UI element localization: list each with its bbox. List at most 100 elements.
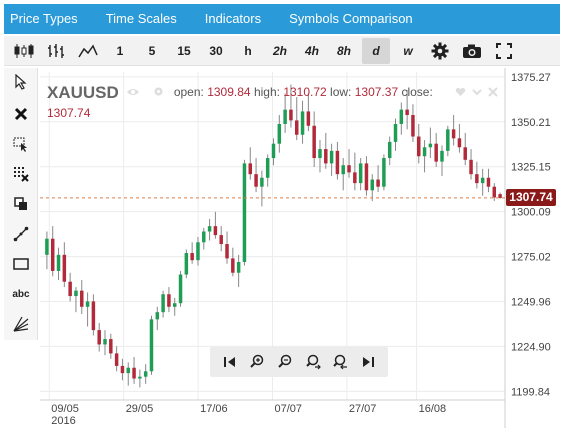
candle-body — [294, 120, 299, 135]
y-tick-label: 1300.09 — [511, 207, 551, 219]
close-icon[interactable] — [4, 100, 38, 128]
y-tick-label: 1275.02 — [511, 252, 551, 264]
clone-icon[interactable] — [4, 190, 38, 218]
candle-body — [68, 281, 72, 297]
candle-body — [370, 179, 375, 191]
zoom-in-icon[interactable] — [246, 351, 268, 373]
menu-bar: Price Types Time Scales Indicators Symbo… — [4, 4, 560, 34]
candle-body — [324, 149, 328, 164]
line-chart-icon[interactable] — [74, 38, 102, 64]
ohlc-bars-icon[interactable] — [42, 38, 70, 64]
chevron-down-icon[interactable] — [472, 86, 482, 100]
candle-body — [74, 290, 78, 297]
candle-body — [91, 301, 96, 331]
candle-body — [341, 165, 345, 175]
text-icon[interactable]: abc — [4, 280, 38, 308]
candle-body — [56, 254, 61, 271]
symbol-info: XAUUSD open: 1309.84 high: 1310.72 low: … — [47, 83, 433, 103]
symbol-name: XAUUSD — [47, 83, 119, 102]
candle-body — [358, 163, 363, 184]
rectangle-icon[interactable] — [4, 250, 38, 278]
open-label: open: — [173, 85, 204, 100]
close-icon[interactable] — [488, 86, 498, 100]
menu-price-types[interactable]: Price Types — [10, 11, 78, 26]
timeframe-d[interactable]: d — [362, 37, 390, 64]
candle-body — [283, 109, 287, 124]
candle-body — [364, 163, 369, 191]
candle-body — [417, 136, 421, 157]
candle-body — [242, 163, 247, 262]
candle-body — [149, 319, 154, 372]
candle-body — [376, 179, 380, 187]
zoom-out-icon[interactable] — [274, 351, 296, 373]
timeframe-30[interactable]: 30 — [209, 43, 223, 58]
delete-drawings-icon[interactable] — [4, 160, 38, 188]
toolbar: 1 5 15 30 h 2h 4h 8h d w — [4, 36, 560, 66]
candle-body — [457, 138, 462, 148]
candle-body — [80, 290, 84, 307]
timeframe-4h[interactable]: 4h — [304, 43, 319, 58]
timeframe-1[interactable]: 1 — [116, 43, 124, 58]
timeframe-5[interactable]: 5 — [148, 43, 156, 58]
settings-small-icon[interactable] — [153, 86, 164, 100]
candle-body — [219, 235, 223, 245]
gear-icon[interactable] — [426, 38, 454, 64]
candle-body — [85, 301, 90, 307]
y-tick-label: 1224.90 — [511, 341, 551, 353]
candle-body — [45, 238, 49, 255]
candle-body — [318, 149, 322, 159]
x-tick-label: 09/05 — [51, 403, 79, 415]
candle-body — [329, 150, 334, 164]
candle-body — [277, 123, 282, 144]
timeframe-8h[interactable]: 8h — [336, 43, 351, 58]
heart-icon[interactable] — [455, 86, 466, 100]
candle-body — [184, 253, 189, 275]
camera-icon[interactable] — [458, 38, 486, 64]
candle-body — [353, 172, 357, 184]
timeframe-2h[interactable]: 2h — [272, 43, 287, 58]
high-label: high: — [253, 85, 280, 100]
menu-indicators[interactable]: Indicators — [204, 11, 262, 26]
timeframe-h[interactable]: h — [244, 43, 252, 58]
fan-icon[interactable] — [4, 310, 38, 338]
candle-body — [190, 253, 194, 261]
menu-time-scales[interactable]: Time Scales — [105, 11, 177, 26]
candle-body — [161, 294, 165, 313]
trendline-icon[interactable] — [4, 220, 38, 248]
candle-body — [50, 238, 55, 271]
candle-body — [463, 147, 467, 160]
candlestick-icon[interactable] — [10, 38, 38, 64]
candle-body — [248, 163, 253, 175]
x-tick-label: 16/08 — [419, 403, 447, 415]
y-tick-label: 1325.15 — [511, 162, 551, 174]
scroll-left-icon[interactable] — [219, 351, 241, 373]
open-value: 1309.84 — [207, 85, 251, 100]
candle-body — [422, 147, 427, 157]
candle-body — [138, 376, 142, 379]
candle-body — [103, 339, 107, 345]
low-label: low: — [330, 85, 352, 100]
x-year-label: 2016 — [51, 415, 75, 427]
candle-body — [62, 254, 67, 282]
cursor-icon[interactable] — [4, 68, 38, 96]
candle-body — [335, 150, 340, 175]
candle-body — [300, 111, 305, 135]
timeframe-15[interactable]: 15 — [177, 43, 191, 58]
candle-body — [347, 165, 351, 173]
candle-body — [475, 174, 479, 184]
zoom-in-range-icon[interactable] — [302, 351, 324, 373]
candle-body — [446, 129, 450, 151]
menu-symbols-comparison[interactable]: Symbols Comparison — [289, 11, 413, 26]
chart-navigation-bar — [210, 347, 388, 377]
zoom-out-range-icon[interactable] — [329, 351, 351, 373]
candle-body — [451, 129, 456, 139]
scroll-right-icon[interactable] — [357, 351, 379, 373]
x-tick-label: 17/06 — [200, 403, 228, 415]
select-icon[interactable] — [4, 130, 38, 158]
fullscreen-icon[interactable] — [490, 38, 518, 64]
timeframe-w[interactable]: w — [403, 43, 413, 58]
candle-body — [143, 371, 148, 377]
eye-icon[interactable] — [126, 86, 140, 100]
